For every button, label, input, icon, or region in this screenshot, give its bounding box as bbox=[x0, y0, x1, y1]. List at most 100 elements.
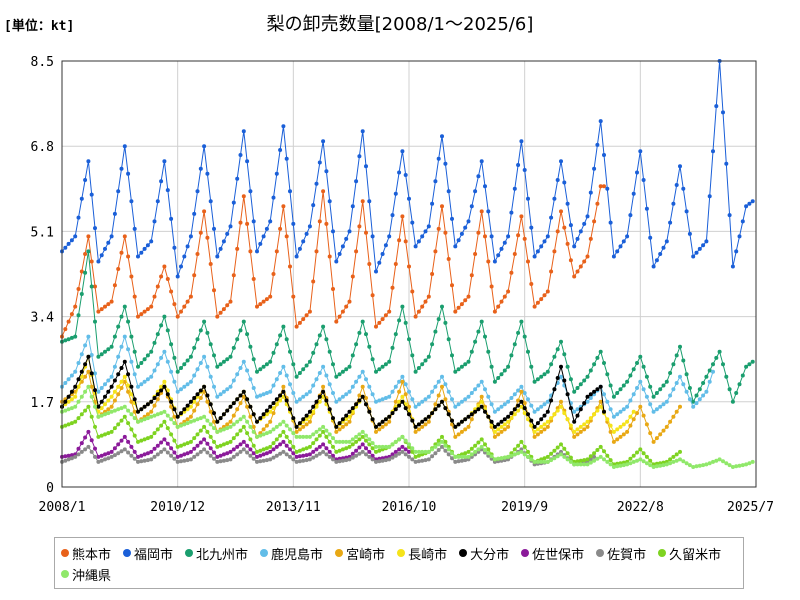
data-point bbox=[350, 437, 355, 442]
data-point bbox=[79, 369, 84, 374]
data-point bbox=[578, 458, 583, 463]
data-point bbox=[496, 427, 501, 432]
data-point bbox=[674, 458, 679, 463]
data-point bbox=[565, 457, 570, 462]
data-point bbox=[248, 249, 253, 254]
data-point bbox=[122, 334, 127, 339]
data-point bbox=[463, 427, 468, 432]
data-point bbox=[360, 442, 365, 447]
data-point bbox=[446, 452, 451, 457]
data-point bbox=[63, 327, 68, 332]
data-point bbox=[615, 427, 620, 432]
data-point bbox=[473, 449, 478, 454]
data-point bbox=[294, 254, 299, 259]
data-point bbox=[331, 391, 335, 395]
data-point bbox=[578, 429, 583, 434]
data-point bbox=[450, 418, 454, 423]
data-point bbox=[337, 421, 342, 426]
data-point bbox=[516, 451, 521, 456]
data-point bbox=[347, 414, 352, 419]
data-point bbox=[357, 224, 362, 229]
data-point bbox=[605, 459, 610, 464]
data-point bbox=[532, 254, 537, 259]
data-point bbox=[390, 285, 395, 290]
data-point bbox=[436, 226, 441, 231]
data-point bbox=[149, 239, 154, 244]
data-point bbox=[142, 417, 147, 422]
data-point bbox=[122, 359, 127, 364]
data-point bbox=[344, 367, 349, 372]
data-point bbox=[410, 418, 415, 423]
data-point bbox=[661, 245, 666, 250]
data-point bbox=[555, 408, 560, 413]
data-point bbox=[364, 402, 368, 407]
data-point bbox=[562, 454, 567, 459]
data-point bbox=[248, 447, 253, 452]
data-point bbox=[248, 424, 253, 429]
data-point bbox=[311, 449, 316, 454]
data-point bbox=[397, 399, 402, 404]
data-point bbox=[340, 447, 345, 452]
data-point bbox=[529, 364, 534, 369]
data-point bbox=[453, 434, 458, 439]
data-point bbox=[284, 434, 289, 439]
data-point bbox=[304, 392, 309, 397]
data-point bbox=[562, 352, 567, 357]
data-point bbox=[549, 416, 554, 421]
data-point bbox=[106, 451, 111, 456]
series-line bbox=[61, 60, 754, 277]
data-point bbox=[370, 457, 375, 462]
data-point bbox=[668, 393, 673, 398]
data-point bbox=[436, 442, 441, 447]
data-point bbox=[625, 462, 630, 467]
data-point bbox=[231, 401, 236, 406]
data-point bbox=[628, 456, 633, 461]
data-point bbox=[93, 284, 97, 289]
data-point bbox=[288, 439, 292, 444]
data-point bbox=[255, 449, 259, 454]
data-point bbox=[182, 304, 187, 309]
data-point bbox=[506, 399, 511, 404]
data-point bbox=[357, 437, 362, 442]
data-point bbox=[241, 194, 246, 199]
data-point bbox=[248, 453, 253, 458]
data-point bbox=[400, 394, 405, 399]
data-point bbox=[251, 277, 256, 281]
data-point bbox=[479, 379, 484, 384]
data-point bbox=[499, 246, 504, 251]
data-point bbox=[443, 230, 448, 235]
data-point bbox=[109, 344, 114, 349]
data-point bbox=[311, 455, 316, 460]
data-point bbox=[212, 226, 216, 231]
data-point bbox=[205, 393, 210, 398]
data-point bbox=[463, 362, 468, 367]
data-point bbox=[218, 416, 223, 421]
data-point bbox=[162, 264, 167, 269]
data-point bbox=[258, 393, 263, 398]
data-point bbox=[559, 374, 563, 379]
data-point bbox=[69, 312, 74, 317]
data-point bbox=[155, 412, 160, 417]
data-point bbox=[221, 427, 226, 432]
data-point bbox=[730, 399, 735, 404]
data-point bbox=[79, 269, 84, 274]
data-point bbox=[390, 389, 395, 394]
data-point bbox=[103, 452, 107, 457]
data-point bbox=[529, 282, 534, 286]
data-point bbox=[99, 458, 104, 463]
legend-marker bbox=[521, 549, 530, 557]
data-point bbox=[112, 446, 117, 451]
data-point bbox=[400, 304, 405, 309]
data-point bbox=[568, 377, 573, 382]
data-point bbox=[631, 367, 636, 372]
data-point bbox=[595, 408, 600, 413]
data-point bbox=[387, 234, 392, 239]
data-point bbox=[572, 434, 577, 439]
data-point bbox=[165, 441, 170, 446]
data-point bbox=[678, 404, 682, 409]
data-point bbox=[492, 424, 497, 429]
data-point bbox=[433, 249, 438, 254]
data-point bbox=[129, 399, 134, 404]
data-point bbox=[324, 337, 329, 342]
data-point bbox=[595, 387, 600, 392]
